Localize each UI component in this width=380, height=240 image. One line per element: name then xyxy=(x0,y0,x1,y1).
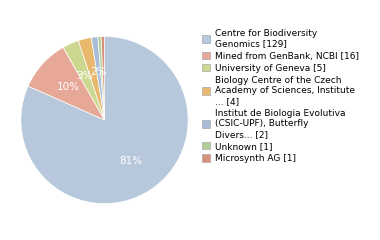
Wedge shape xyxy=(21,36,188,204)
Wedge shape xyxy=(98,36,105,120)
Text: 2%: 2% xyxy=(90,67,107,77)
Wedge shape xyxy=(101,36,105,120)
Wedge shape xyxy=(78,37,105,120)
Text: 81%: 81% xyxy=(119,156,142,166)
Wedge shape xyxy=(28,47,104,120)
Wedge shape xyxy=(63,41,104,120)
Wedge shape xyxy=(91,37,105,120)
Text: 10%: 10% xyxy=(57,83,80,92)
Text: 3%: 3% xyxy=(77,71,93,81)
Legend: Centre for Biodiversity
Genomics [129], Mined from GenBank, NCBI [16], Universit: Centre for Biodiversity Genomics [129], … xyxy=(202,29,359,163)
